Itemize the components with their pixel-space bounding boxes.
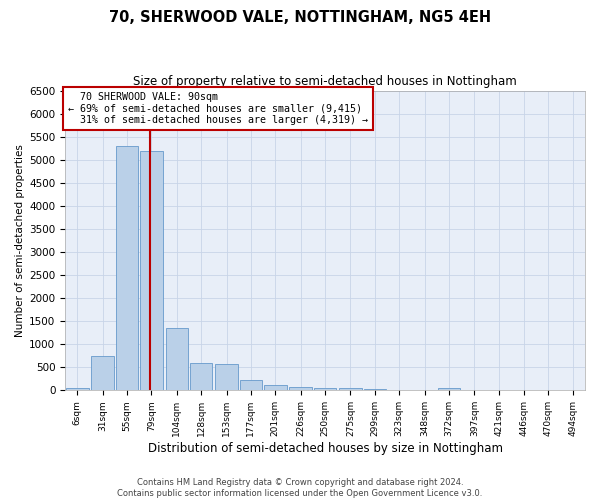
Bar [116, 146, 138, 390]
Text: 70, SHERWOOD VALE, NOTTINGHAM, NG5 4EH: 70, SHERWOOD VALE, NOTTINGHAM, NG5 4EH [109, 10, 491, 25]
Bar [166, 328, 188, 390]
Title: Size of property relative to semi-detached houses in Nottingham: Size of property relative to semi-detach… [133, 75, 517, 88]
Bar [190, 362, 212, 390]
Bar [240, 380, 262, 390]
Bar [364, 388, 386, 390]
Bar [140, 150, 163, 390]
Bar [215, 364, 238, 390]
Bar [91, 356, 114, 390]
Bar [438, 388, 460, 390]
Text: 70 SHERWOOD VALE: 90sqm
← 69% of semi-detached houses are smaller (9,415)
  31% : 70 SHERWOOD VALE: 90sqm ← 69% of semi-de… [68, 92, 368, 126]
Text: Contains HM Land Registry data © Crown copyright and database right 2024.
Contai: Contains HM Land Registry data © Crown c… [118, 478, 482, 498]
Bar [339, 388, 362, 390]
X-axis label: Distribution of semi-detached houses by size in Nottingham: Distribution of semi-detached houses by … [148, 442, 503, 455]
Bar [66, 388, 89, 390]
Bar [264, 386, 287, 390]
Bar [289, 386, 312, 390]
Y-axis label: Number of semi-detached properties: Number of semi-detached properties [15, 144, 25, 337]
Bar [314, 388, 336, 390]
